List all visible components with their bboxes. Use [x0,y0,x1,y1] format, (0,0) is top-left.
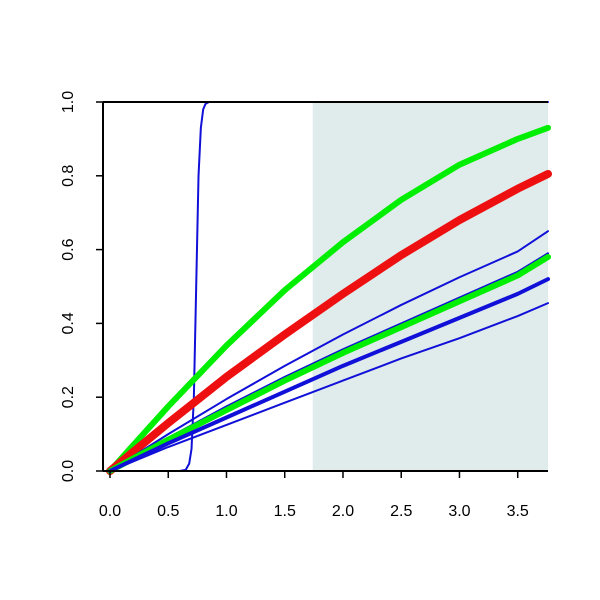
series-line-2 [106,124,551,474]
x-tick-label: 2.5 [390,503,412,520]
series-line-8 [108,302,549,472]
x-tick-label: 1.5 [274,503,296,520]
x-tick-label: 0.0 [99,503,121,520]
axis-layer: 0.0 0.5 1.0 1.5 2.0 2.5 3.0 3.5 0.0 0.2 0.4 0.6 0.8 1… [60,91,548,520]
series-line-7 [107,277,550,473]
series-layer [105,101,552,475]
x-tick-label: 3.5 [507,503,529,520]
x-tick-label: 3.0 [448,503,470,520]
y-tick-label: 0.8 [60,165,77,187]
y-tick-label: 0.4 [60,312,77,334]
x-tick-label: 1.0 [215,503,237,520]
y-tick-label: 0.2 [60,386,77,408]
y-tick-label: 0.6 [60,238,77,260]
series-line-3 [105,169,552,475]
series-line-6 [106,253,551,474]
series-line-4 [108,230,549,472]
x-tick-label: 2.0 [332,503,354,520]
y-tick-label: 0.0 [60,460,77,482]
y-tick-label: 1.0 [60,91,77,113]
x-tick-label: 0.5 [157,503,179,520]
